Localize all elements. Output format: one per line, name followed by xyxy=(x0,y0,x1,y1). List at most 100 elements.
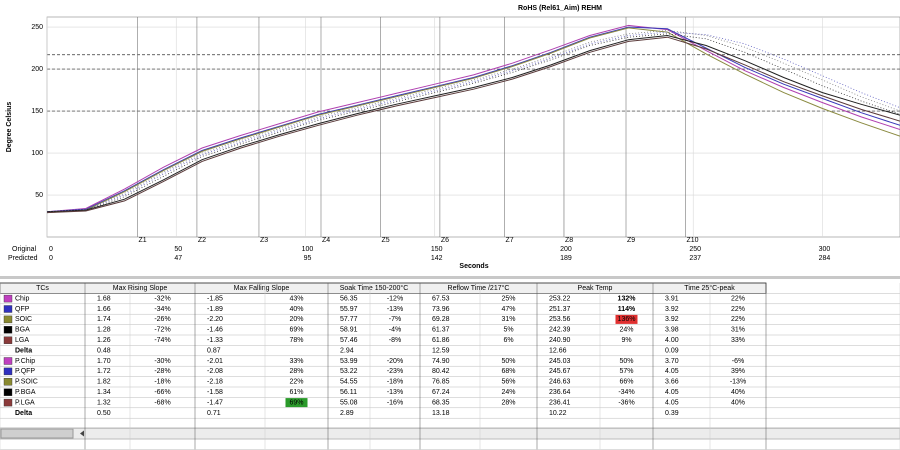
cell-percent: 40% xyxy=(289,306,303,313)
tc-name: P.QFP xyxy=(15,368,35,375)
tc-name: Delta xyxy=(15,410,32,417)
tc-name: Delta xyxy=(15,347,32,354)
column-header: Soak Time 150-200°C xyxy=(340,284,409,292)
cell-percent: -30% xyxy=(154,358,170,365)
cell-percent: -4% xyxy=(389,327,401,334)
cell-value: 4.05 xyxy=(665,389,679,396)
cell-value: 1.32 xyxy=(97,399,111,406)
cell-percent: -74% xyxy=(154,337,170,344)
zone-label: Z2 xyxy=(198,237,206,244)
cell-percent: -26% xyxy=(154,316,170,323)
cell-percent: 114% xyxy=(618,306,636,313)
cell-value: 12.59 xyxy=(432,347,450,354)
zone-label: Z5 xyxy=(381,237,389,244)
tc-name: P.LGA xyxy=(15,399,35,406)
y-tick-label: 200 xyxy=(31,66,43,73)
tc-swatch xyxy=(3,357,13,365)
cell-percent: 132% xyxy=(618,295,637,302)
cell-value: -1.46 xyxy=(207,327,223,334)
cell-value: 1.66 xyxy=(97,306,111,313)
cell-percent: 78% xyxy=(289,337,303,344)
tc-name: LGA xyxy=(15,337,29,344)
zone-label: Z8 xyxy=(565,237,573,244)
cell-percent: 66% xyxy=(619,379,633,386)
tc-name: BGA xyxy=(15,327,30,334)
cell-value: -1.33 xyxy=(207,337,223,344)
cell-percent: -68% xyxy=(154,399,170,406)
cell-value: 245.03 xyxy=(549,358,571,365)
cell-value: 67.24 xyxy=(432,389,450,396)
tc-name: Chip xyxy=(15,295,30,302)
cell-percent: 50% xyxy=(619,358,633,365)
cell-percent: -13% xyxy=(730,379,746,386)
cell-value: 253.22 xyxy=(549,295,571,302)
cell-percent: -16% xyxy=(387,399,403,406)
profile-curve xyxy=(46,31,900,213)
cell-percent: -32% xyxy=(154,295,170,302)
cell-value: 236.64 xyxy=(549,389,571,396)
cell-percent: 22% xyxy=(731,295,745,302)
cell-percent: -18% xyxy=(154,379,170,386)
x-tick-label: 0 xyxy=(49,246,53,253)
cell-percent: 40% xyxy=(731,389,745,396)
cell-value: 242.39 xyxy=(549,327,571,334)
cell-percent: 39% xyxy=(731,368,745,375)
cell-percent: 69% xyxy=(289,327,303,334)
cell-value: 61.37 xyxy=(432,327,450,334)
x-tick-label: 100 xyxy=(302,246,314,253)
cell-percent: -13% xyxy=(387,389,403,396)
cell-percent: -20% xyxy=(387,358,403,365)
cell-percent: 68% xyxy=(501,368,515,375)
cell-percent: 56% xyxy=(501,379,515,386)
cell-percent: 136% xyxy=(618,316,636,323)
cell-value: 0.48 xyxy=(97,347,111,354)
cell-percent: 43% xyxy=(289,295,303,302)
cell-value: 251.37 xyxy=(549,306,571,313)
cell-percent: -36% xyxy=(618,399,634,406)
scrollbar-thumb[interactable] xyxy=(0,428,74,439)
splitter[interactable] xyxy=(0,276,900,279)
cell-value: 1.82 xyxy=(97,379,111,386)
cell-value: 74.90 xyxy=(432,358,450,365)
cell-value: 61.86 xyxy=(432,337,450,344)
cell-percent: 57% xyxy=(619,368,633,375)
cell-percent: -28% xyxy=(154,368,170,375)
cell-percent: 28% xyxy=(501,399,515,406)
cell-value: 69.28 xyxy=(432,316,450,323)
tc-swatch xyxy=(3,388,13,396)
cell-value: 1.28 xyxy=(97,327,111,334)
x-tick-label: 50 xyxy=(174,246,182,253)
y-tick-label: 150 xyxy=(31,108,43,115)
column-header: Max Falling Slope xyxy=(234,285,290,292)
y-tick-label: 100 xyxy=(31,150,43,157)
cell-percent: 28% xyxy=(289,368,303,375)
cell-value: 253.56 xyxy=(549,316,571,323)
cell-value: 1.72 xyxy=(97,368,111,375)
cell-value: 2.94 xyxy=(340,347,354,354)
cell-percent: -8% xyxy=(389,337,401,344)
cell-value: 0.09 xyxy=(665,347,679,354)
cell-value: 2.89 xyxy=(340,410,354,417)
cell-value: 53.22 xyxy=(340,368,358,375)
column-header: TCs xyxy=(36,285,49,292)
plot-area xyxy=(46,16,900,238)
scroll-left-arrow[interactable] xyxy=(80,430,84,437)
zone-label: Z6 xyxy=(441,237,449,244)
tc-swatch xyxy=(3,294,13,303)
profile-curve xyxy=(46,27,900,214)
zone-label: Z10 xyxy=(686,237,698,244)
tc-swatch xyxy=(3,326,13,334)
cell-percent: 24% xyxy=(501,389,515,396)
horizontal-scrollbar[interactable] xyxy=(0,427,900,440)
cell-value: 55.97 xyxy=(340,306,358,313)
profile-curve xyxy=(46,36,900,214)
cell-value: 13.18 xyxy=(432,410,450,417)
column-header: Peak Temp xyxy=(578,285,613,292)
cell-percent: -18% xyxy=(387,379,403,386)
cell-percent: 6% xyxy=(503,337,513,344)
row-label: Original xyxy=(12,246,37,253)
cell-percent: -34% xyxy=(154,306,170,313)
cell-percent: 20% xyxy=(289,316,303,323)
cell-percent: -7% xyxy=(389,316,401,323)
